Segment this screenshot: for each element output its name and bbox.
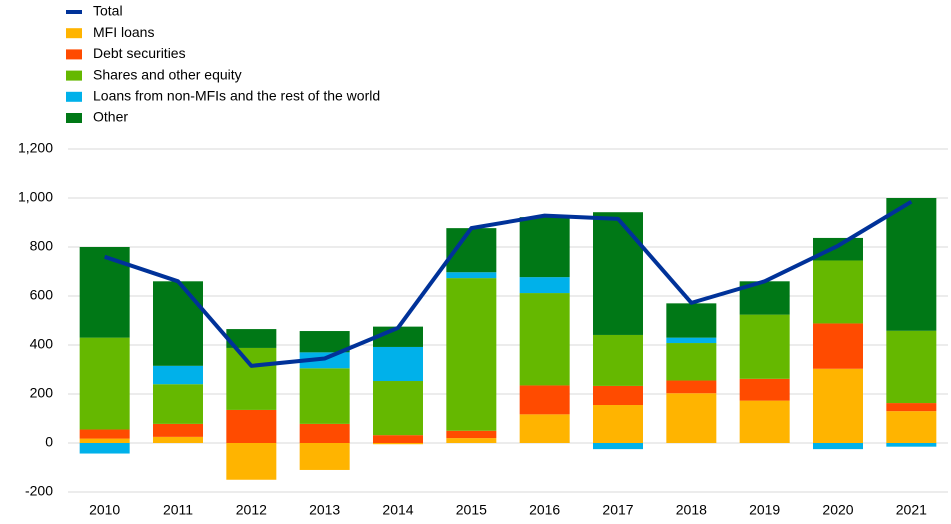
y-tick-label: 1,200 — [18, 140, 53, 156]
bar — [79, 438, 130, 443]
bar — [666, 343, 717, 381]
bar — [886, 330, 937, 404]
bar — [446, 272, 497, 279]
x-tick-label: 2017 — [602, 502, 633, 518]
bar — [519, 293, 570, 386]
x-tick-label: 2021 — [896, 502, 927, 518]
bar — [593, 405, 643, 443]
bar — [446, 438, 497, 443]
bar — [519, 217, 570, 278]
bar — [153, 365, 203, 385]
y-tick-label: 800 — [30, 238, 54, 254]
x-tick-label: 2020 — [822, 502, 853, 518]
bar — [226, 347, 277, 410]
x-tick-label: 2013 — [309, 502, 340, 518]
bar — [446, 278, 497, 431]
x-tick-label: 2015 — [456, 502, 487, 518]
bar — [593, 212, 643, 335]
legend-label: MFI loans — [93, 24, 154, 40]
bar — [886, 411, 937, 443]
x-tick-label: 2019 — [749, 502, 780, 518]
bar — [813, 237, 863, 261]
bar — [299, 331, 350, 353]
x-tick-label: 2016 — [529, 502, 560, 518]
bar — [886, 443, 937, 447]
x-tick-label: 2014 — [382, 502, 413, 518]
bar — [373, 346, 423, 382]
bar — [593, 334, 643, 386]
bar — [519, 385, 570, 415]
bar — [886, 198, 937, 331]
bar — [739, 378, 790, 401]
x-tick-label: 2018 — [676, 502, 707, 518]
legend-swatch — [66, 28, 82, 39]
bar — [153, 436, 203, 443]
bar — [446, 430, 497, 439]
bar — [153, 281, 203, 366]
bar — [593, 443, 643, 450]
bar — [666, 337, 717, 344]
bar — [519, 277, 570, 294]
legend-swatch — [66, 113, 82, 123]
bar — [79, 443, 130, 454]
legend-swatch — [66, 10, 82, 14]
bar — [299, 423, 350, 443]
bar — [226, 329, 277, 348]
legend-label: Debt securities — [93, 45, 186, 61]
bar — [666, 393, 717, 443]
x-tick-label: 2012 — [236, 502, 267, 518]
bar — [813, 323, 863, 369]
bar — [739, 314, 790, 379]
y-tick-label: 200 — [30, 385, 54, 401]
bar — [153, 423, 203, 437]
bar — [79, 337, 130, 430]
bar — [299, 443, 350, 470]
bar — [739, 400, 790, 443]
y-tick-label: 1,000 — [18, 189, 53, 205]
bar — [666, 380, 717, 394]
legend-label: Total — [93, 3, 123, 19]
bar — [153, 384, 203, 424]
bar — [299, 368, 350, 424]
x-tick-label: 2010 — [89, 502, 120, 518]
legend-label: Loans from non-MFIs and the rest of the … — [93, 88, 380, 104]
legend-label: Other — [93, 109, 128, 125]
bar — [813, 443, 863, 450]
y-tick-label: 0 — [45, 434, 53, 450]
bar — [813, 260, 863, 324]
bar — [79, 429, 130, 439]
bar — [373, 381, 423, 436]
legend-label: Shares and other equity — [93, 66, 242, 82]
x-tick-label: 2011 — [163, 502, 193, 518]
legend-swatch — [66, 49, 82, 60]
bar — [373, 443, 423, 445]
y-tick-label: -200 — [25, 483, 53, 499]
y-tick-label: 600 — [30, 287, 54, 303]
y-tick-label: 400 — [30, 336, 54, 352]
bar — [519, 414, 570, 443]
bar — [593, 385, 643, 406]
legend-swatch — [66, 91, 82, 102]
line — [104, 199, 913, 368]
bar — [666, 303, 717, 338]
bar — [813, 368, 863, 443]
bar — [886, 403, 937, 412]
bar — [226, 409, 277, 443]
bar — [226, 443, 277, 480]
bar — [373, 435, 423, 443]
legend-swatch — [66, 70, 82, 81]
